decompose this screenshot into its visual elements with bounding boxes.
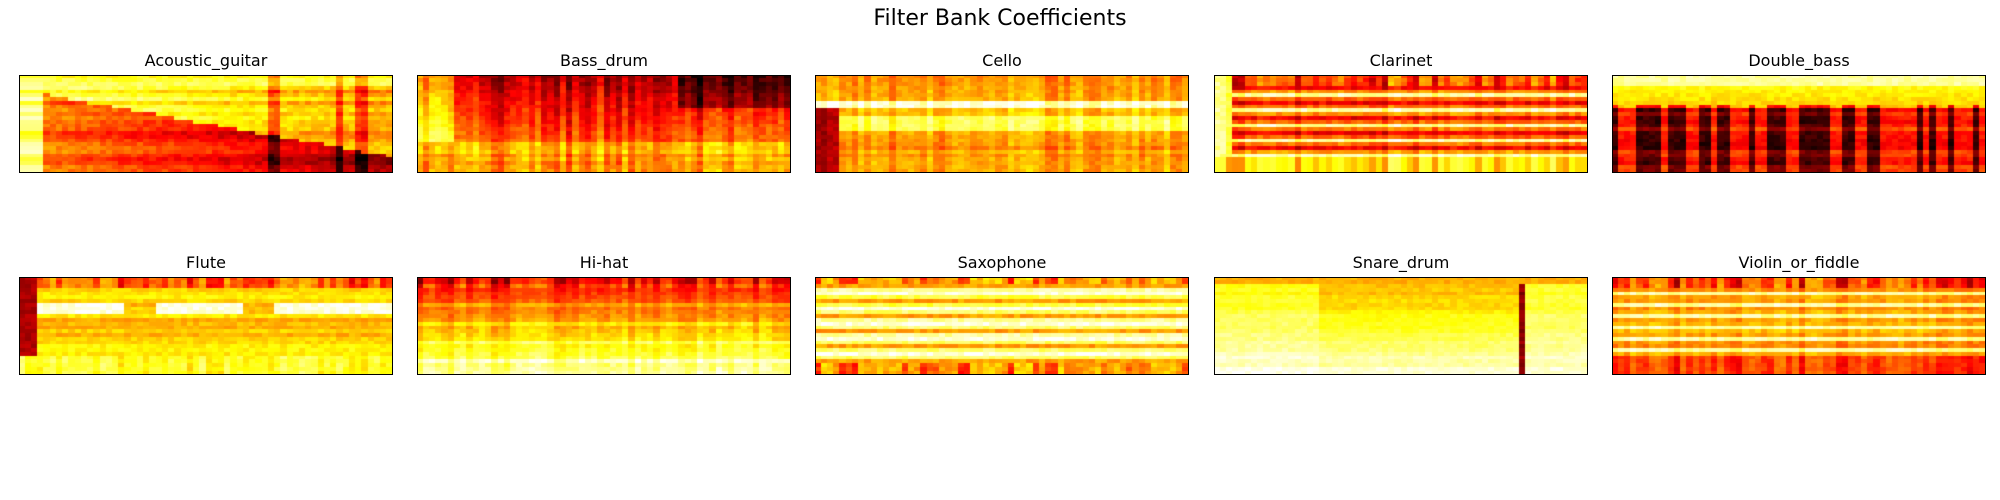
panel-title: Snare_drum — [1352, 253, 1450, 272]
heatmap-panel: Clarinet — [1214, 51, 1588, 191]
heatmap-panel: Saxophone — [815, 253, 1189, 393]
heatmap-panel: Snare_drum — [1214, 253, 1588, 393]
heatmap-panel: Cello — [815, 51, 1189, 191]
chart-title: Filter Bank Coefficients — [873, 6, 1127, 31]
panel-title: Clarinet — [1369, 51, 1433, 70]
heatmap-image — [1612, 277, 1986, 375]
panel-title: Hi-hat — [579, 253, 629, 272]
heatmap-panel: Acoustic_guitar — [19, 51, 393, 191]
heatmap-panel: Double_bass — [1612, 51, 1986, 191]
heatmap-image — [1214, 75, 1588, 173]
heatmap-image — [19, 277, 393, 375]
panel-title: Saxophone — [957, 253, 1047, 272]
heatmap-image — [1214, 277, 1588, 375]
panel-title: Cello — [982, 51, 1022, 70]
heatmap-panel: Hi-hat — [417, 253, 791, 393]
panel-title: Double_bass — [1748, 51, 1850, 70]
heatmap-panel: Flute — [19, 253, 393, 393]
panel-title: Flute — [186, 253, 226, 272]
heatmap-image — [1612, 75, 1986, 173]
heatmap-image — [815, 75, 1189, 173]
heatmap-image — [417, 75, 791, 173]
panel-title: Bass_drum — [560, 51, 648, 70]
heatmap-image — [815, 277, 1189, 375]
heatmap-image — [417, 277, 791, 375]
heatmap-panel: Violin_or_fiddle — [1612, 253, 1986, 393]
panel-title: Acoustic_guitar — [144, 51, 268, 70]
panel-title: Violin_or_fiddle — [1738, 253, 1860, 272]
heatmap-panel: Bass_drum — [417, 51, 791, 191]
heatmap-image — [19, 75, 393, 173]
